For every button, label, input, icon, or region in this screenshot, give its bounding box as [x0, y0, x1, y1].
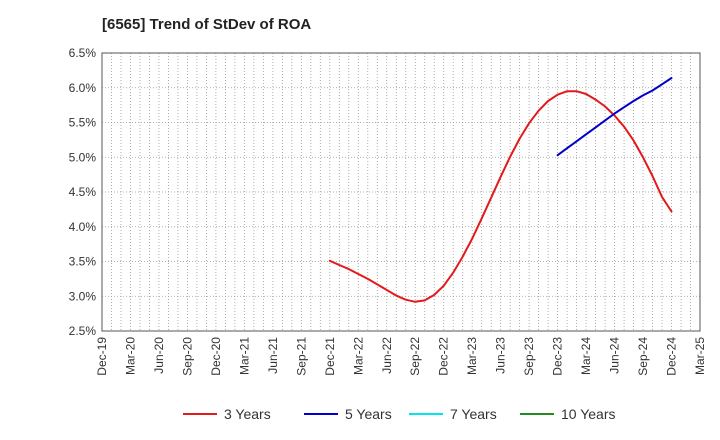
series-line — [556, 77, 673, 157]
y-tick-label: 6.5% — [69, 46, 97, 60]
legend-label: 7 Years — [450, 406, 497, 422]
y-tick-label: 3.0% — [69, 289, 97, 303]
plot-border — [101, 52, 701, 332]
x-tick-label: Dec-21 — [323, 337, 337, 376]
x-tick-label: Mar-23 — [465, 337, 479, 375]
x-tick-label: Jun-20 — [152, 337, 166, 374]
y-tick-label: 6.0% — [69, 81, 97, 95]
x-tick-label: Dec-23 — [551, 337, 565, 376]
x-tick-label: Sep-20 — [180, 337, 194, 376]
x-tick-label: Dec-20 — [209, 337, 223, 376]
series-lines — [328, 77, 673, 303]
y-tick-label: 3.5% — [69, 255, 97, 269]
legend-label: 3 Years — [224, 406, 271, 422]
y-tick-label: 4.5% — [69, 185, 97, 199]
legend-label: 10 Years — [561, 406, 616, 422]
x-tick-label: Mar-22 — [351, 337, 365, 375]
y-tick-label: 5.5% — [69, 116, 97, 130]
x-tick-label: Sep-23 — [522, 337, 536, 376]
chart-title: [6565] Trend of StDev of ROA — [102, 16, 312, 33]
x-tick-label: Dec-22 — [437, 337, 451, 376]
x-tick-label: Mar-20 — [123, 337, 137, 375]
y-tick-label: 4.0% — [69, 220, 97, 234]
x-tick-label: Sep-24 — [636, 337, 650, 376]
x-tick-label: Mar-25 — [693, 337, 707, 375]
legend: 3 Years 5 Years 7 Years 10 Years — [183, 406, 616, 422]
axes — [101, 52, 701, 332]
x-tick-label: Dec-19 — [95, 337, 109, 376]
x-tick-label: Jun-22 — [380, 337, 394, 374]
y-tick-label: 5.0% — [69, 150, 97, 164]
legend-label: 5 Years — [345, 406, 392, 422]
x-tick-label: Jun-24 — [608, 337, 622, 374]
y-tick-label: 2.5% — [69, 324, 97, 338]
tick-labels: 2.5% 3.0% 3.5% 4.0% 4.5% 5.0% 5.5% 6.0% 6.5% Dec-… — [69, 46, 707, 376]
x-tick-label: Mar-24 — [579, 337, 593, 375]
x-tick-label: Dec-24 — [665, 337, 679, 376]
x-tick-label: Sep-22 — [408, 337, 422, 376]
x-tick-label: Mar-21 — [237, 337, 251, 375]
series-line — [328, 90, 673, 303]
x-tick-label: Jun-23 — [494, 337, 508, 374]
x-tick-label: Jun-21 — [266, 337, 280, 374]
grid — [101, 52, 701, 332]
x-tick-label: Sep-21 — [294, 337, 308, 376]
